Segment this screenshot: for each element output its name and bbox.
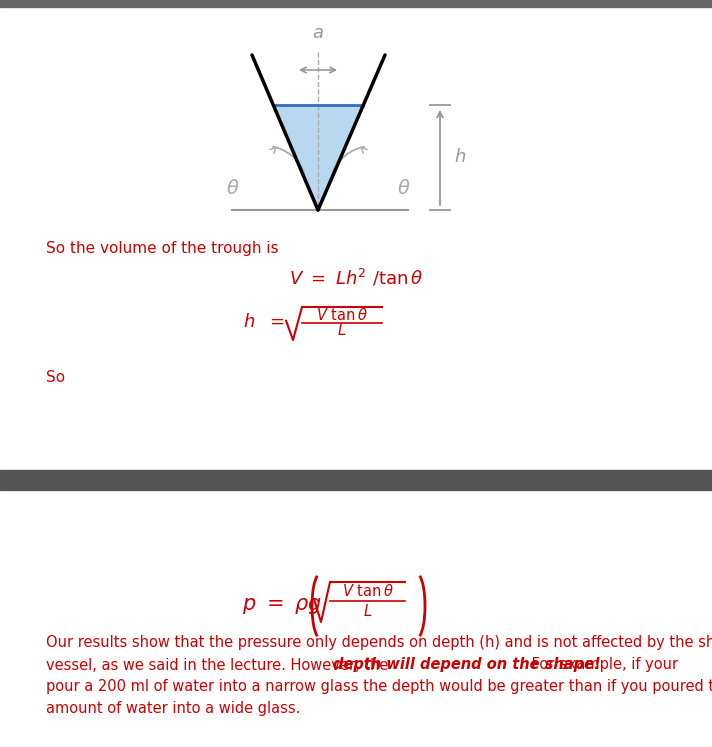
- Text: $\mathit{V}\ \tan\theta$: $\mathit{V}\ \tan\theta$: [342, 583, 394, 600]
- Text: $\mathit{V}\ =\ \mathit{L}\mathit{h}^2\ /\tan\theta$: $\mathit{V}\ =\ \mathit{L}\mathit{h}^2\ …: [289, 267, 423, 288]
- Text: $\mathit{h}\ \ =$: $\mathit{h}\ \ =$: [243, 313, 285, 331]
- Text: $\mathit{L}$: $\mathit{L}$: [337, 322, 347, 338]
- Text: $h$: $h$: [454, 149, 466, 167]
- Text: pour a 200 ml of water into a narrow glass the depth would be greater than if yo: pour a 200 ml of water into a narrow gla…: [46, 680, 712, 695]
- Bar: [0, 470, 712, 490]
- Text: So the volume of the trough is: So the volume of the trough is: [46, 241, 278, 255]
- Text: depth will depend on the shape!: depth will depend on the shape!: [333, 657, 601, 672]
- Text: $\theta$: $\theta$: [397, 179, 411, 197]
- Text: For example, if your: For example, if your: [527, 657, 678, 672]
- Text: $\mathit{L}$: $\mathit{L}$: [363, 603, 372, 619]
- Text: vessel, as we said in the lecture. However, the: vessel, as we said in the lecture. Howev…: [46, 657, 393, 672]
- Text: $a$: $a$: [312, 24, 324, 42]
- Text: $\theta$: $\theta$: [226, 179, 240, 197]
- Text: $\mathit{p}\ =\ \rho\mathit{g}$: $\mathit{p}\ =\ \rho\mathit{g}$: [242, 596, 322, 616]
- Text: amount of water into a wide glass.: amount of water into a wide glass.: [46, 701, 300, 716]
- Bar: [0, 0, 712, 7]
- Text: Our results show that the pressure only depends on depth (h) and is not affected: Our results show that the pressure only …: [46, 636, 712, 651]
- Text: So: So: [46, 371, 65, 385]
- Text: $\mathit{V}\ \tan\theta$: $\mathit{V}\ \tan\theta$: [316, 307, 368, 323]
- Polygon shape: [273, 105, 363, 210]
